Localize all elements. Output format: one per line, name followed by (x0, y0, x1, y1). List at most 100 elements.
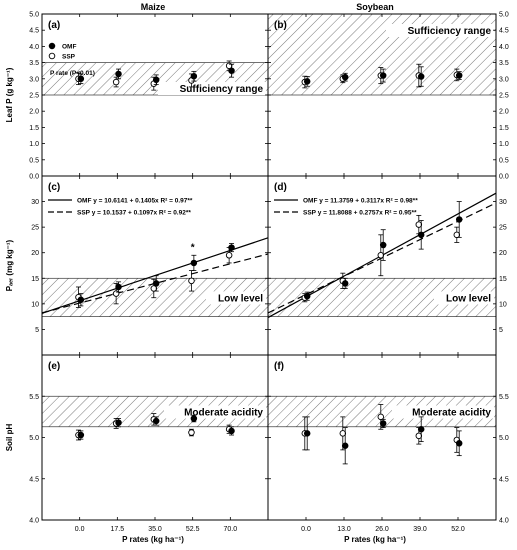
point-omf-f (379, 420, 387, 427)
panel-e: Moderate acidity 4.0 4.5 5.0 5.5 0.0 17.5 35.0 5… (5, 354, 269, 533)
point-ssp-f (377, 413, 385, 421)
point-ssp-a (112, 78, 120, 86)
band-label-c: Low level (218, 293, 263, 304)
ytick-label-e: 5.0 (29, 435, 39, 442)
panel-c: Low level 5 10 15 20 25 30 Pₐₑᵣ (mg kg⁻¹) (c) OMF… (5, 175, 269, 356)
point-ssp-d (453, 231, 461, 239)
ytick-label-b: 2.5 (499, 93, 509, 100)
xtick-label-f: 26.0 (375, 526, 389, 533)
point-ssp-d (377, 252, 385, 259)
band-label-b: Sufficiency range (408, 26, 492, 37)
point-omf-a (77, 75, 85, 83)
panel-label-a: (a) (48, 20, 60, 31)
ytick-label-c: 30 (31, 199, 39, 206)
ylabel-a: Leaf P (g kg⁻¹) (5, 67, 14, 122)
point-omf-b (417, 73, 425, 80)
xtick-label-f: 0.0 (301, 526, 311, 533)
panel-b: Sufficiency range 0.0 0.5 1.0 1.5 2.0 2.5 3.0 3.… (267, 12, 509, 181)
frame-e (41, 354, 269, 521)
equation-omf-d: OMF y = 11.3759 + 0.3117x R² = 0.98** (303, 198, 418, 205)
ytick-label-a: 2.0 (29, 109, 39, 116)
xtick-label-e: 52.5 (186, 526, 200, 533)
point-omf-b (455, 72, 463, 79)
ytick-label-a: 1.0 (29, 141, 39, 148)
point-ssp-c (112, 290, 120, 297)
legend-marker-ssp (48, 52, 56, 60)
legend-label-ssp: SSP (62, 54, 76, 61)
equation-ssp-c: SSP y = 10.1537 + 0.1097x R² = 0.92** (77, 210, 191, 217)
point-omf-b (303, 78, 311, 85)
point-omf-c (152, 280, 160, 287)
ytick-label-b: 2.0 (499, 109, 509, 116)
ytick-label-a: 4.5 (29, 28, 39, 35)
ytick-label-d: 10 (499, 301, 507, 308)
point-omf-d (417, 231, 425, 239)
point-omf-e (77, 431, 85, 439)
ytick-label-c: 20 (31, 250, 39, 257)
ytick-label-a: 0.0 (29, 174, 39, 181)
ytick-label-d: 30 (499, 199, 507, 206)
ytick-label-e: 4.0 (29, 518, 39, 525)
point-omf-d (455, 216, 463, 223)
equation-ssp-d: SSP y = 11.8088 + 0.2757x R² = 0.95** (303, 210, 417, 217)
ytick-label-a: 0.5 (29, 157, 39, 164)
frame-f (267, 354, 497, 521)
point-omf-c (77, 296, 85, 304)
band-label-d: Low level (446, 293, 491, 304)
band-label-bg-d (434, 291, 494, 305)
panel-label-b: (b) (274, 20, 287, 31)
ytick-label-b: 1.0 (499, 141, 509, 148)
ytick-label-b: 5.0 (499, 12, 509, 19)
point-omf-b (341, 73, 349, 81)
point-omf-e (152, 417, 160, 425)
point-ssp-e (188, 429, 195, 436)
column-title-maize: Maize (141, 2, 166, 12)
point-omf-f (341, 442, 349, 450)
point-ssp-c (225, 252, 233, 259)
panel-label-d: (d) (274, 182, 287, 193)
xtick-label-e: 35.0 (148, 526, 162, 533)
ytick-label-d: 15 (499, 276, 507, 283)
band-label-bg-a (158, 82, 266, 95)
ytick-label-b: 0.0 (499, 174, 509, 181)
panel-d: Low level 5 10 15 20 25 30 (d) OMF y = 11.3759 +… (267, 175, 507, 356)
point-ssp-f (339, 430, 347, 437)
xtick-label-f: 13.0 (337, 526, 351, 533)
panel-label-f: (f) (274, 361, 284, 372)
ytick-label-b: 1.5 (499, 125, 509, 132)
ytick-label-b: 0.5 (499, 157, 509, 164)
ylabel-c: Pₐₑᵣ (mg kg⁻¹) (5, 239, 14, 291)
ytick-label-c: 15 (31, 276, 39, 283)
ytick-label-a: 5.0 (29, 12, 39, 19)
point-omf-a (190, 72, 198, 80)
band-label-bg-f (392, 405, 494, 419)
panel-a: Sufficiency range 0.0 0.5 1.0 1.5 2.0 2.5 3.0 3.… (5, 12, 269, 181)
xtick-label-e: 0.0 (75, 526, 85, 533)
point-omf-b (379, 72, 387, 79)
point-ssp-f (415, 432, 423, 440)
point-omf-f (455, 440, 463, 447)
point-omf-a (228, 67, 235, 74)
point-omf-f (303, 430, 311, 437)
band-label-a: Sufficiency range (180, 84, 264, 95)
ytick-label-a: 3.0 (29, 76, 39, 83)
ytick-label-d: 5 (499, 327, 503, 334)
point-omf-e (190, 415, 198, 422)
annotation-c: * (191, 243, 195, 254)
ytick-label-b: 4.5 (499, 28, 509, 35)
ytick-label-a: 1.5 (29, 125, 39, 132)
point-ssp-d (415, 221, 423, 228)
point-omf-d (303, 292, 311, 300)
point-omf-e (115, 419, 122, 426)
ytick-label-f: 4.5 (499, 476, 509, 483)
legend-marker-omf (48, 42, 56, 50)
xtick-label-f: 39.0 (413, 526, 427, 533)
point-omf-f (417, 426, 425, 433)
point-omf-c (190, 259, 198, 267)
ytick-label-e: 5.5 (29, 394, 39, 401)
ytick-label-f: 5.5 (499, 394, 509, 401)
ytick-label-a: 2.5 (29, 93, 39, 100)
ytick-label-b: 4.0 (499, 44, 509, 51)
ytick-label-e: 4.5 (29, 476, 39, 483)
point-omf-a (115, 70, 122, 78)
